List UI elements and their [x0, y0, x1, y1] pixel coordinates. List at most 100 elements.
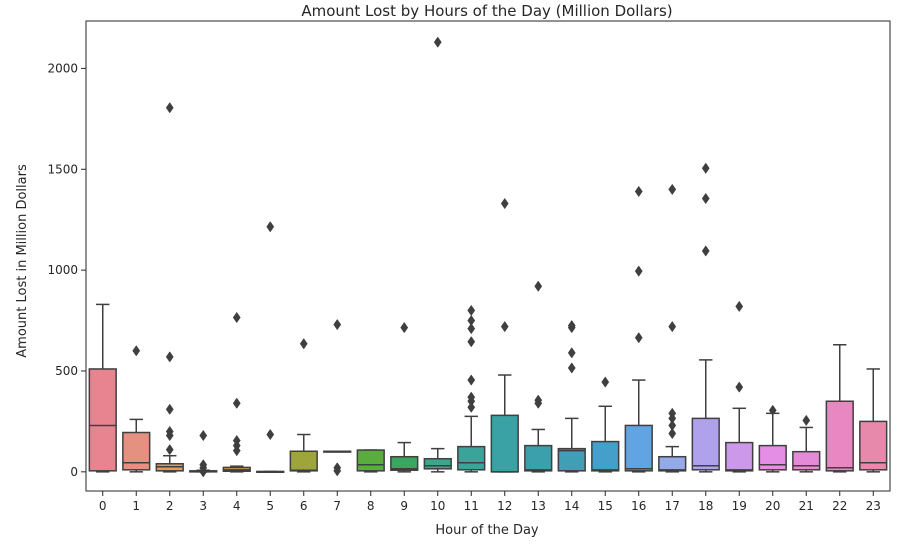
- x-tick-label: 5: [266, 499, 274, 513]
- y-tick-label: 1500: [47, 162, 78, 176]
- outlier-point: [467, 304, 476, 317]
- box-hour-9: [390, 321, 419, 473]
- box-iqr: [825, 400, 854, 472]
- box-hour-17: [658, 183, 687, 473]
- box-hour-22: [825, 344, 854, 473]
- x-tick-label: 21: [799, 499, 814, 513]
- box-iqr: [457, 445, 486, 471]
- box-iqr: [591, 440, 620, 472]
- outlier-point: [534, 394, 543, 406]
- box-hour-18: [691, 162, 720, 473]
- x-tick-label: 14: [564, 499, 579, 513]
- x-tick-label: 4: [233, 499, 241, 513]
- x-tick-label: 20: [765, 499, 780, 513]
- x-tick-label: 3: [199, 499, 207, 513]
- box-iqr: [524, 444, 553, 472]
- box-hour-16: [624, 185, 653, 473]
- outlier-point: [668, 427, 677, 440]
- outlier-point: [165, 444, 174, 456]
- outlier-point: [333, 318, 342, 331]
- x-tick-label: 2: [166, 499, 174, 513]
- outlier-point: [400, 321, 409, 334]
- box-hour-1: [122, 345, 151, 473]
- y-tick-label: 1000: [47, 263, 78, 277]
- x-tick-label: 0: [99, 499, 107, 513]
- outlier-point: [232, 397, 241, 409]
- outlier-point: [567, 319, 576, 332]
- outlier-point: [567, 347, 576, 359]
- outlier-point: [668, 320, 677, 333]
- x-tick-label: 1: [132, 499, 140, 513]
- outlier-point: [165, 403, 174, 415]
- box-hour-11: [457, 304, 486, 473]
- outlier-point: [299, 338, 308, 350]
- outlier-point: [132, 345, 141, 357]
- box-hour-5: [256, 221, 285, 473]
- outlier-point: [433, 36, 442, 48]
- box-iqr: [122, 431, 151, 471]
- y-tick-label: 500: [55, 364, 78, 378]
- x-tick-label: 18: [698, 499, 713, 513]
- x-tick-label: 11: [464, 499, 479, 513]
- chart-title: Amount Lost by Hours of the Day (Million…: [301, 2, 672, 20]
- x-tick-label: 13: [531, 499, 546, 513]
- box-iqr: [658, 455, 687, 472]
- outlier-point: [467, 391, 476, 403]
- box-hour-10: [423, 36, 452, 473]
- box-hour-15: [591, 376, 620, 473]
- outlier-point: [199, 459, 208, 471]
- x-tick-label: 19: [732, 499, 747, 513]
- box-hour-20: [758, 404, 787, 473]
- outlier-point: [768, 404, 777, 416]
- box-iqr: [423, 457, 452, 470]
- box-iqr: [725, 441, 754, 472]
- box-hour-19: [725, 300, 754, 473]
- x-tick-label: 10: [430, 499, 445, 513]
- outlier-point: [333, 462, 342, 474]
- x-tick-label: 6: [300, 499, 308, 513]
- box-hour-4: [222, 311, 251, 473]
- outlier-point: [500, 197, 509, 210]
- outlier-point: [601, 376, 610, 388]
- outlier-point: [534, 280, 543, 292]
- box-iqr: [624, 424, 653, 472]
- outlier-point: [735, 300, 744, 313]
- x-tick-label: 22: [832, 499, 847, 513]
- y-axis-label: Amount Lost in Million Dollars: [15, 164, 30, 358]
- box-hour-13: [524, 280, 553, 473]
- outlier-point: [701, 245, 710, 257]
- x-tick-label: 16: [631, 499, 646, 513]
- outlier-point: [567, 362, 576, 374]
- outlier-point: [634, 185, 643, 198]
- outlier-point: [232, 311, 241, 324]
- outlier-point: [668, 419, 677, 432]
- outlier-point: [634, 332, 643, 344]
- outlier-point: [199, 429, 208, 442]
- plot-frame: [85, 20, 891, 492]
- x-tick-label: 7: [333, 499, 341, 513]
- box-iqr: [289, 450, 318, 472]
- x-tick-label: 23: [866, 499, 881, 513]
- y-tick-label: 2000: [47, 61, 78, 75]
- box-hour-14: [557, 319, 586, 473]
- box-hour-23: [859, 368, 888, 473]
- box-iqr: [557, 447, 586, 472]
- plot-area: [88, 36, 888, 478]
- outlier-point: [467, 374, 476, 386]
- outlier-point: [668, 183, 677, 196]
- outlier-point: [467, 336, 476, 348]
- box-iqr: [490, 414, 519, 473]
- outlier-point: [165, 102, 174, 114]
- outlier-point: [467, 401, 476, 413]
- outlier-point: [634, 265, 643, 277]
- outlier-point: [232, 434, 241, 447]
- box-iqr: [390, 455, 419, 471]
- outlier-point: [165, 351, 174, 363]
- box-hour-12: [490, 197, 519, 473]
- outlier-point: [701, 162, 710, 174]
- outlier-point: [668, 407, 677, 419]
- box-hour-2: [155, 102, 184, 473]
- outlier-point: [266, 428, 275, 441]
